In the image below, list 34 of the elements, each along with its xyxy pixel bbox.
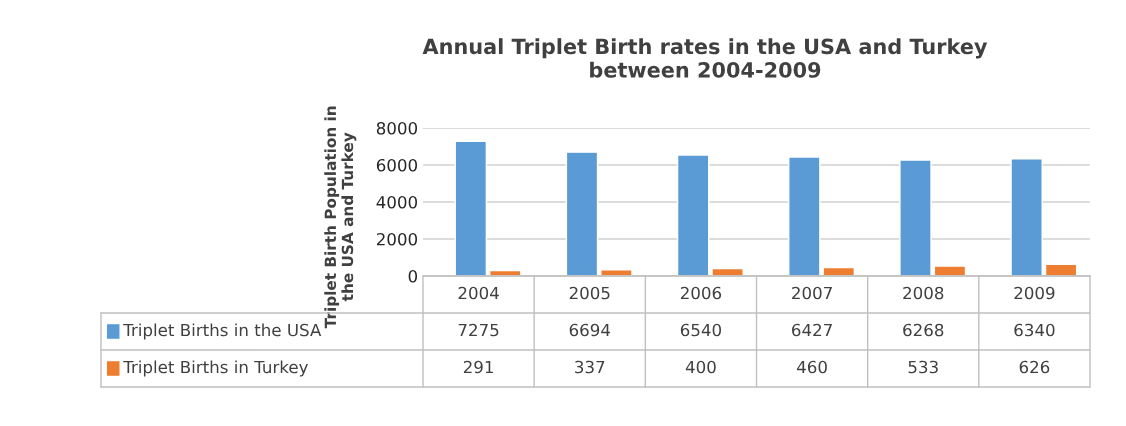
chart-title: Annual Triplet Birth rates in the USA and Turkey between 2004-2009 (422, 38, 988, 78)
bar (899, 159, 932, 276)
data-label: 6540 (680, 323, 722, 337)
data-label: 460 (796, 360, 827, 374)
y-tick-label: 0 (408, 269, 418, 283)
y-tick-label: 4000 (376, 195, 418, 209)
data-label: 6694 (569, 323, 611, 337)
x-tick-label: 2006 (680, 286, 722, 300)
bar (454, 140, 488, 276)
x-tick-label: 2007 (792, 286, 832, 300)
data-label: 337 (575, 360, 605, 374)
x-tick-label: 2005 (569, 286, 610, 300)
y-axis-title: Triplet Birth Population in the USA and Turkey (324, 106, 357, 329)
y-tick-label: 2000 (376, 232, 418, 246)
bar (1010, 158, 1043, 276)
bar (933, 265, 967, 276)
x-tick-label: 2009 (1014, 286, 1055, 300)
x-tick-label: 2008 (903, 286, 944, 300)
bar (788, 156, 821, 276)
bar (676, 154, 710, 276)
data-label: 7275 (458, 323, 499, 337)
y-tick-label: 6000 (376, 158, 418, 172)
data-label: 6427 (792, 323, 832, 337)
data-label: 291 (463, 360, 493, 374)
legend-label: Triplet Births in Turkey (123, 360, 308, 377)
data-label: 626 (1019, 360, 1050, 374)
data-label: 6340 (1014, 323, 1055, 337)
data-label: 6268 (903, 323, 944, 337)
legend-label: Triplet Births in the USA (123, 323, 322, 340)
data-label: 400 (685, 360, 716, 374)
x-tick-label: 2004 (458, 286, 499, 300)
bar (565, 151, 599, 276)
y-tick-label: 8000 (376, 121, 418, 135)
data-label: 533 (908, 360, 938, 374)
